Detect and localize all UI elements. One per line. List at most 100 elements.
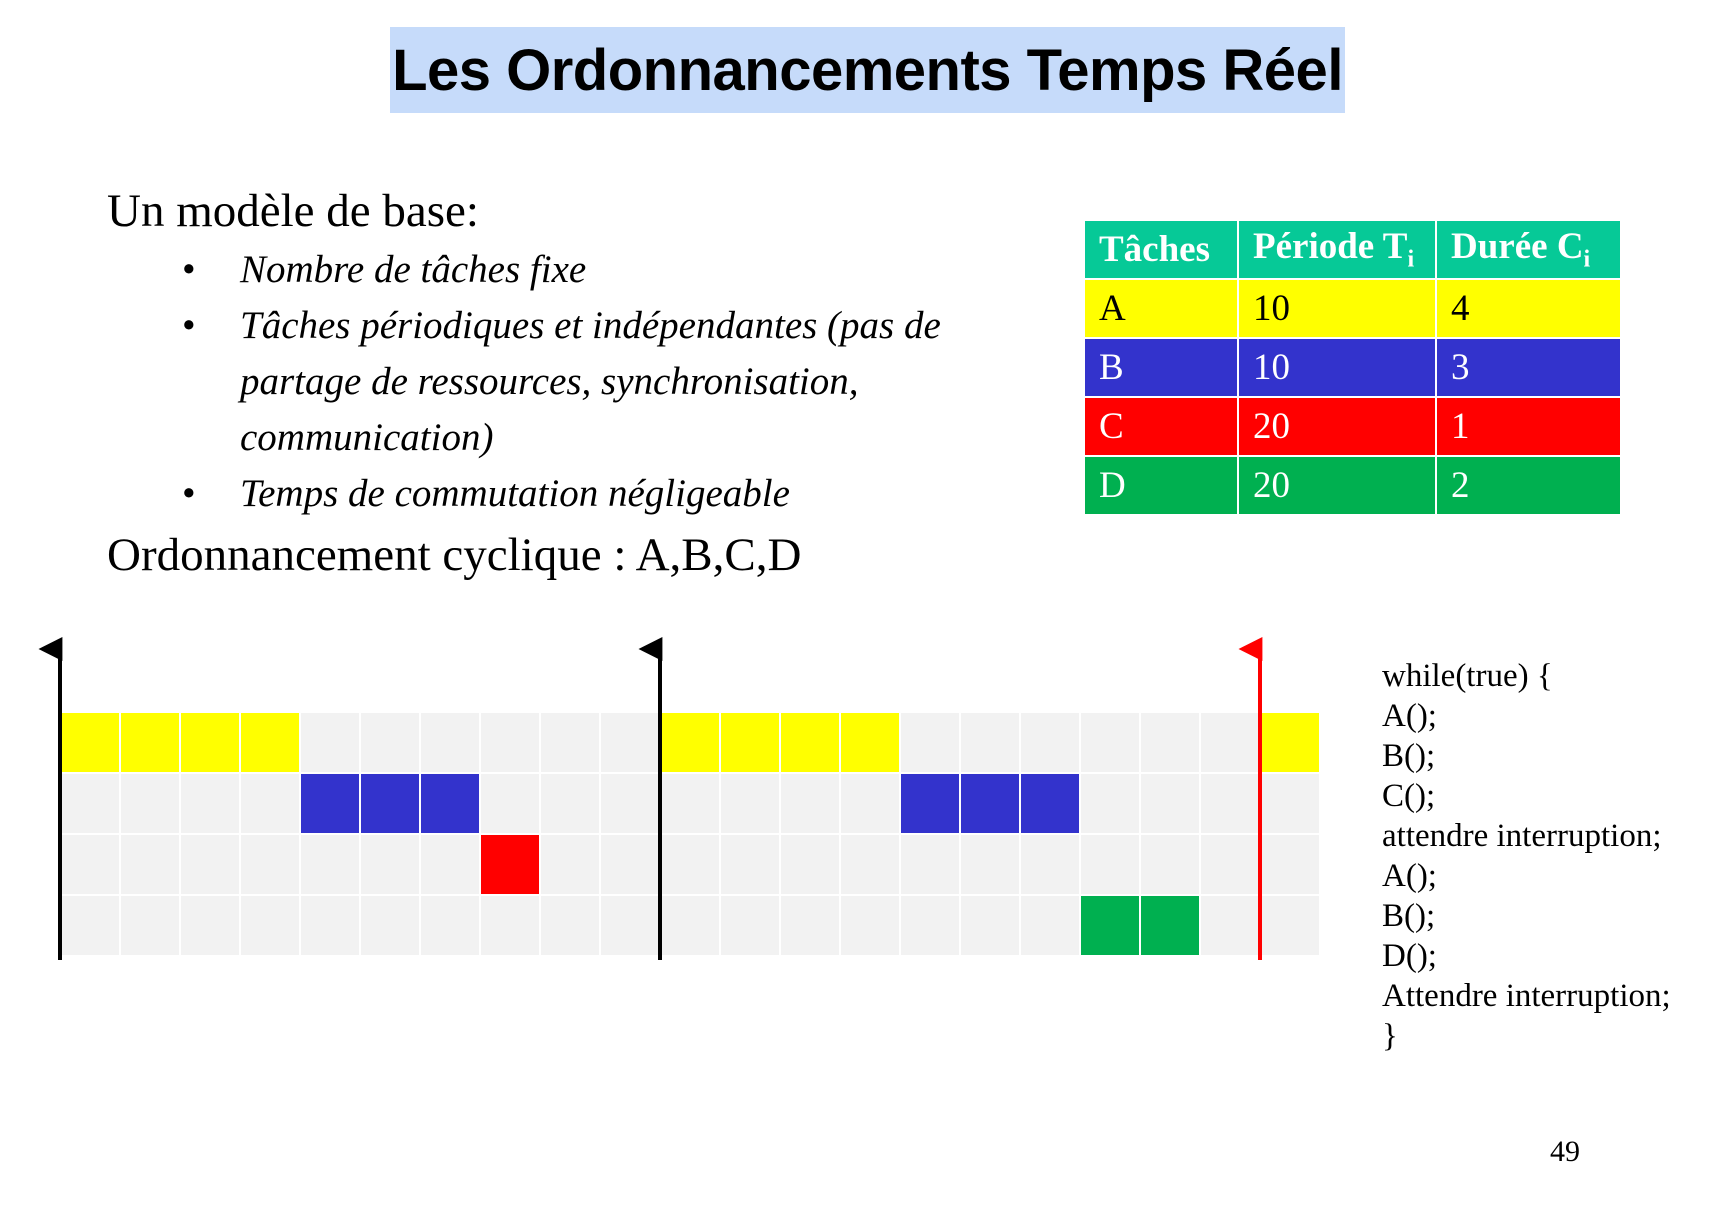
code-line: A(); — [1382, 858, 1437, 894]
cell-duration: 1 — [1435, 396, 1622, 457]
empty-slot — [361, 835, 419, 894]
empty-slot — [541, 713, 599, 772]
header-task: Tâches — [1083, 219, 1239, 280]
empty-slot — [301, 835, 359, 894]
model-heading: Un modèle de base: — [107, 185, 479, 237]
empty-slot — [601, 774, 659, 833]
bullet-text: Temps de commutation négligeable — [240, 472, 790, 515]
empty-slot — [661, 896, 719, 955]
empty-slot — [421, 835, 479, 894]
empty-slot — [961, 835, 1019, 894]
code-line: attendre interruption; — [1382, 818, 1662, 854]
empty-slot — [121, 835, 179, 894]
code-line: D(); — [1382, 938, 1437, 974]
empty-slot — [181, 835, 239, 894]
empty-slot — [1201, 713, 1259, 772]
task-A-slot — [181, 713, 239, 772]
cell-duration: 2 — [1435, 455, 1622, 516]
empty-slot — [901, 713, 959, 772]
empty-slot — [781, 835, 839, 894]
bullet-text: Tâches périodiques et indépendantes (pas… — [240, 304, 941, 459]
bullet-glyph: • — [182, 472, 196, 515]
cell-duration: 3 — [1435, 337, 1622, 398]
empty-slot — [61, 896, 119, 955]
empty-slot — [661, 835, 719, 894]
empty-slot — [241, 835, 299, 894]
task-A-slot — [781, 713, 839, 772]
empty-slot — [61, 835, 119, 894]
empty-slot — [421, 713, 479, 772]
empty-slot — [841, 896, 899, 955]
empty-slot — [1261, 835, 1319, 894]
table-row: B 10 3 — [1083, 337, 1622, 398]
empty-slot — [361, 713, 419, 772]
task-B-slot — [1021, 774, 1079, 833]
bullet-item: • Nombre de tâches fixe — [182, 242, 972, 298]
task-B-slot — [961, 774, 1019, 833]
empty-slot — [901, 896, 959, 955]
table-header-row: Tâches Période Ti Durée Ci — [1083, 219, 1622, 280]
header-period: Période Ti — [1237, 219, 1437, 280]
empty-slot — [121, 774, 179, 833]
empty-slot — [241, 774, 299, 833]
code-line: C(); — [1382, 778, 1436, 814]
task-B-slot — [361, 774, 419, 833]
empty-slot — [1261, 774, 1319, 833]
bullet-list: • Nombre de tâches fixe • Tâches périodi… — [182, 242, 972, 522]
page-number: 49 — [1550, 1135, 1580, 1168]
empty-slot — [1021, 835, 1079, 894]
empty-slot — [481, 713, 539, 772]
empty-slot — [1081, 774, 1139, 833]
cell-period: 20 — [1237, 396, 1437, 457]
empty-slot — [1261, 896, 1319, 955]
task-A-slot — [661, 713, 719, 772]
code-line: } — [1382, 1018, 1398, 1054]
empty-slot — [721, 835, 779, 894]
task-A-slot — [841, 713, 899, 772]
empty-slot — [901, 835, 959, 894]
empty-slot — [1141, 774, 1199, 833]
empty-slot — [721, 896, 779, 955]
empty-slot — [1201, 896, 1259, 955]
empty-slot — [841, 835, 899, 894]
code-line: B(); — [1382, 738, 1436, 774]
empty-slot — [301, 896, 359, 955]
empty-slot — [841, 774, 899, 833]
empty-slot — [1141, 713, 1199, 772]
header-duration: Durée Ci — [1435, 219, 1622, 280]
task-A-slot — [241, 713, 299, 772]
empty-slot — [1201, 835, 1259, 894]
cell-task: A — [1083, 278, 1239, 339]
empty-slot — [541, 774, 599, 833]
empty-slot — [241, 896, 299, 955]
empty-slot — [481, 774, 539, 833]
task-C-slot — [481, 835, 539, 894]
task-A-slot — [61, 713, 119, 772]
cell-task: B — [1083, 337, 1239, 398]
empty-slot — [181, 896, 239, 955]
empty-slot — [1021, 896, 1079, 955]
empty-slot — [661, 774, 719, 833]
empty-slot — [961, 713, 1019, 772]
task-D-slot — [1081, 896, 1139, 955]
cell-period: 10 — [1237, 337, 1437, 398]
empty-slot — [1201, 774, 1259, 833]
bullet-item: • Temps de commutation négligeable — [182, 466, 972, 522]
task-B-slot — [301, 774, 359, 833]
code-line: Attendre interruption; — [1382, 978, 1671, 1014]
cell-period: 10 — [1237, 278, 1437, 339]
table-row: C 20 1 — [1083, 396, 1622, 457]
code-line: A(); — [1382, 698, 1437, 734]
table-row: A 10 4 — [1083, 278, 1622, 339]
empty-slot — [421, 896, 479, 955]
cell-task: C — [1083, 396, 1239, 457]
bullet-text: Nombre de tâches fixe — [240, 248, 587, 291]
empty-slot — [601, 896, 659, 955]
page-title: Les Ordonnancements Temps Réel — [392, 37, 1343, 103]
cyclic-heading: Ordonnancement cyclique : A,B,C,D — [107, 529, 802, 581]
empty-slot — [361, 896, 419, 955]
empty-slot — [1081, 835, 1139, 894]
code-line: B(); — [1382, 898, 1436, 934]
empty-slot — [481, 896, 539, 955]
